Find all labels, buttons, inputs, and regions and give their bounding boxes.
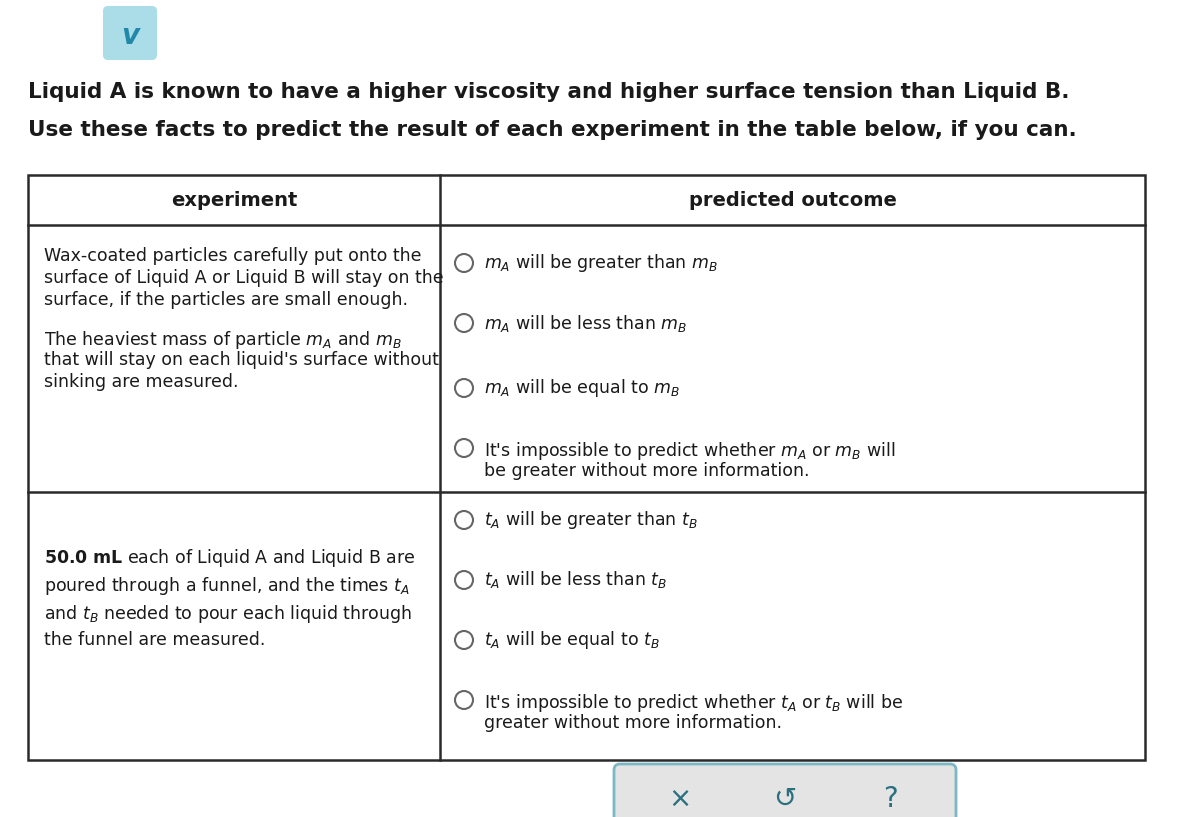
Text: It's impossible to predict whether $m_A$ or $m_B$ will: It's impossible to predict whether $m_A$… xyxy=(484,440,895,462)
Text: and $t_B$ needed to pour each liquid through: and $t_B$ needed to pour each liquid thr… xyxy=(44,603,412,625)
Text: ?: ? xyxy=(883,785,898,813)
Text: v: v xyxy=(121,22,139,50)
Text: It's impossible to predict whether $t_A$ or $t_B$ will be: It's impossible to predict whether $t_A$… xyxy=(484,692,904,714)
Text: poured through a funnel, and the times $t_A$: poured through a funnel, and the times $… xyxy=(44,575,409,597)
Text: be greater without more information.: be greater without more information. xyxy=(484,462,810,480)
Text: Wax-coated particles carefully put onto the: Wax-coated particles carefully put onto … xyxy=(44,247,421,265)
Text: surface of Liquid A or Liquid B will stay on the: surface of Liquid A or Liquid B will sta… xyxy=(44,269,444,287)
Text: sinking are measured.: sinking are measured. xyxy=(44,373,239,391)
FancyBboxPatch shape xyxy=(103,6,157,60)
Text: surface, if the particles are small enough.: surface, if the particles are small enou… xyxy=(44,291,408,309)
Text: $m_A$ will be less than $m_B$: $m_A$ will be less than $m_B$ xyxy=(484,312,688,333)
Text: Use these facts to predict the result of each experiment in the table below, if : Use these facts to predict the result of… xyxy=(28,120,1076,140)
Text: The heaviest mass of particle $m_A$ and $m_B$: The heaviest mass of particle $m_A$ and … xyxy=(44,329,402,351)
Bar xyxy=(28,175,1145,760)
Text: $t_A$ will be less than $t_B$: $t_A$ will be less than $t_B$ xyxy=(484,569,667,591)
Text: ↺: ↺ xyxy=(773,785,797,813)
Text: experiment: experiment xyxy=(170,190,298,209)
FancyBboxPatch shape xyxy=(614,764,956,817)
Text: greater without more information.: greater without more information. xyxy=(484,714,782,732)
Text: $\mathbf{50.0}$ $\mathbf{mL}$ each of Liquid A and Liquid B are: $\mathbf{50.0}$ $\mathbf{mL}$ each of Li… xyxy=(44,547,415,569)
Text: $t_A$ will be equal to $t_B$: $t_A$ will be equal to $t_B$ xyxy=(484,629,660,651)
Text: Liquid A is known to have a higher viscosity and higher surface tension than Liq: Liquid A is known to have a higher visco… xyxy=(28,82,1069,102)
Text: predicted outcome: predicted outcome xyxy=(689,190,896,209)
Text: the funnel are measured.: the funnel are measured. xyxy=(44,631,265,649)
Text: that will stay on each liquid's surface without: that will stay on each liquid's surface … xyxy=(44,351,439,369)
Text: $m_A$ will be greater than $m_B$: $m_A$ will be greater than $m_B$ xyxy=(484,252,718,274)
Text: $m_A$ will be equal to $m_B$: $m_A$ will be equal to $m_B$ xyxy=(484,377,680,399)
Text: ×: × xyxy=(668,785,691,813)
Text: $t_A$ will be greater than $t_B$: $t_A$ will be greater than $t_B$ xyxy=(484,509,697,531)
